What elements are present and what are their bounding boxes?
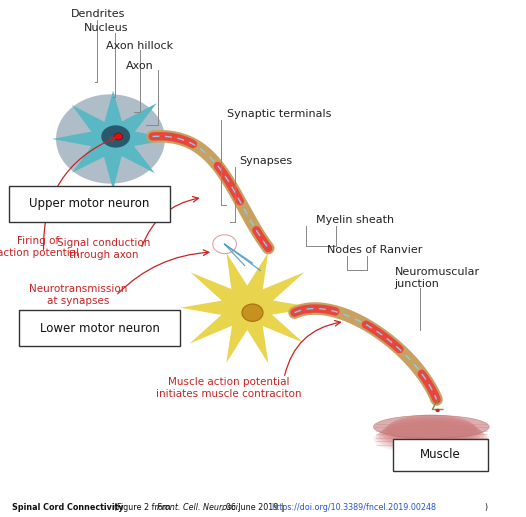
Text: Muscle action potential
initiates muscle contraciton: Muscle action potential initiates muscle…: [156, 377, 301, 399]
Text: Spinal Cord Connectivity: Spinal Cord Connectivity: [12, 503, 123, 512]
Ellipse shape: [242, 304, 263, 322]
Text: (Figure 2 from: (Figure 2 from: [114, 503, 173, 512]
Ellipse shape: [384, 417, 479, 446]
Ellipse shape: [436, 409, 440, 412]
Ellipse shape: [387, 415, 476, 444]
Text: Muscle: Muscle: [420, 448, 461, 461]
Text: Myelin sheath: Myelin sheath: [316, 215, 394, 225]
Text: , 06 June 2019 |: , 06 June 2019 |: [221, 503, 286, 512]
Text: Firing of
action potential: Firing of action potential: [0, 236, 79, 258]
Text: Axon hillock: Axon hillock: [106, 41, 174, 51]
Text: Axon: Axon: [126, 62, 154, 71]
Text: Dendrites: Dendrites: [71, 9, 125, 19]
Ellipse shape: [373, 424, 489, 454]
Text: Synaptic terminals: Synaptic terminals: [227, 109, 331, 119]
Text: Upper motor neuron: Upper motor neuron: [29, 197, 149, 210]
Text: https://doi.org/10.3389/fncel.2019.00248: https://doi.org/10.3389/fncel.2019.00248: [271, 503, 436, 512]
Text: ): ): [484, 503, 487, 512]
Ellipse shape: [114, 133, 123, 140]
Text: Synapses: Synapses: [239, 156, 292, 166]
Ellipse shape: [379, 420, 484, 450]
Ellipse shape: [376, 422, 487, 452]
Polygon shape: [52, 90, 173, 190]
FancyBboxPatch shape: [9, 186, 170, 222]
Text: Neurotransmission
at synapses: Neurotransmission at synapses: [28, 284, 127, 306]
Text: Nodes of Ranvier: Nodes of Ranvier: [327, 245, 422, 255]
FancyBboxPatch shape: [393, 439, 488, 470]
Text: Signal conduction
through axon: Signal conduction through axon: [57, 238, 151, 260]
Ellipse shape: [101, 125, 130, 148]
Polygon shape: [180, 253, 316, 363]
Text: Front. Cell. Neurosci.: Front. Cell. Neurosci.: [157, 503, 240, 512]
Ellipse shape: [373, 415, 489, 438]
Text: Neuromuscular
junction: Neuromuscular junction: [394, 267, 480, 289]
Ellipse shape: [56, 94, 165, 184]
Text: Nucleus: Nucleus: [84, 23, 129, 33]
FancyBboxPatch shape: [19, 310, 180, 346]
Text: Lower motor neuron: Lower motor neuron: [40, 322, 160, 334]
Ellipse shape: [381, 419, 481, 448]
